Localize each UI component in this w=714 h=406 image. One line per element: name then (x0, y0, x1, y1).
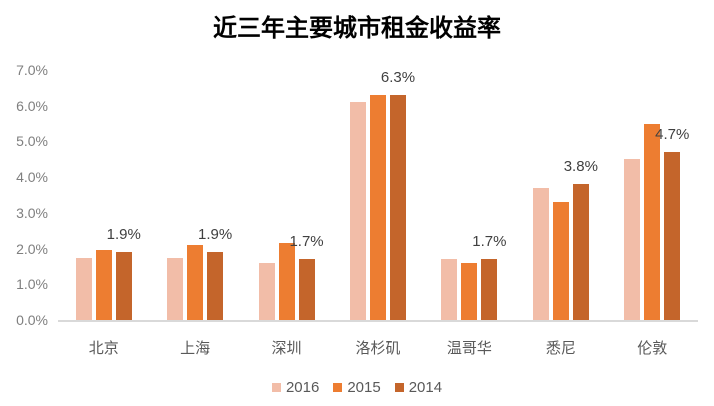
bar-2015-洛杉矶 (369, 95, 386, 320)
y-axis-tick: 6.0% (16, 97, 48, 114)
x-axis-label-伦敦: 伦敦 (637, 340, 668, 357)
bar-group-伦敦: 4.7% (607, 70, 698, 320)
data-label: 4.7% (655, 126, 690, 144)
bar-group-悉尼: 3.8% (515, 70, 606, 320)
bar-2016-温哥华 (441, 259, 458, 320)
data-label: 1.7% (472, 233, 507, 251)
bar-2014-伦敦: 4.7% (655, 126, 689, 320)
x-axis: 北京 上海 深圳 洛杉矶 温哥华 悉尼 伦敦 (58, 337, 698, 358)
y-axis-tick: 7.0% (16, 62, 48, 78)
bar-2014-洛杉矶: 6.3% (381, 69, 415, 320)
legend-swatch-icon (271, 383, 281, 392)
bar-2014-上海: 1.9% (198, 226, 232, 320)
legend-item-2015: 2015 (333, 379, 381, 396)
bar-group-深圳: 1.7% (241, 70, 332, 320)
bar-2015-深圳 (278, 243, 295, 320)
x-axis-label-洛杉矶: 洛杉矶 (355, 340, 401, 357)
y-axis-tick: 2.0% (16, 240, 48, 257)
legend-swatch-icon (333, 383, 343, 392)
legend-swatch-icon (394, 383, 404, 392)
bar-group-洛杉矶: 6.3% (332, 69, 423, 320)
bar-2014-北京: 1.9% (107, 226, 141, 320)
bar-2016-上海 (167, 257, 184, 320)
y-axis: 7.0% 6.0% 5.0% 4.0% 3.0% 2.0% 1.0% 0.0% (0, 62, 50, 328)
legend-label: 2014 (408, 379, 443, 396)
x-axis-label-温哥华: 温哥华 (446, 340, 492, 357)
data-label: 6.3% (380, 69, 416, 86)
bar-2015-北京 (95, 250, 112, 320)
bar-2016-伦敦 (624, 159, 641, 320)
bar-2014-悉尼: 3.8% (564, 158, 598, 320)
bar-group-上海: 1.9% (149, 70, 240, 320)
bar-2015-伦敦 (644, 123, 661, 320)
x-axis-label-上海: 上海 (180, 340, 211, 357)
bar-2016-北京 (75, 257, 92, 320)
bar-2016-悉尼 (532, 187, 549, 320)
x-axis-label-悉尼: 悉尼 (545, 340, 576, 357)
bar-2014-深圳: 1.7% (289, 233, 324, 320)
bar-group-北京: 1.9% (58, 70, 149, 320)
y-axis-tick: 0.0% (16, 312, 48, 328)
y-axis-tick: 4.0% (16, 169, 48, 186)
bar-2015-悉尼 (552, 202, 569, 320)
y-axis-tick: 3.0% (16, 204, 48, 221)
x-axis-label-深圳: 深圳 (271, 340, 302, 357)
y-axis-tick: 5.0% (16, 133, 48, 150)
data-label: 1.9% (106, 226, 141, 244)
bar-2016-洛杉矶 (349, 102, 366, 320)
data-label: 1.9% (198, 226, 233, 244)
bar-group-温哥华: 1.7% (424, 70, 515, 320)
x-axis-label-北京: 北京 (88, 340, 119, 357)
legend-label: 2016 (285, 379, 320, 396)
chart-title: 近三年主要城市租金收益率 (213, 15, 501, 42)
legend: 2016 2015 2014 (0, 379, 714, 396)
legend-label: 2015 (347, 379, 381, 396)
plot-area: 1.9% 1.9% 1.7% 6.3% 1.7% 3.8% 4.7% (58, 69, 698, 322)
data-label: 3.8% (563, 158, 598, 176)
y-axis-tick: 1.0% (16, 276, 48, 293)
bar-2014-温哥华: 1.7% (472, 233, 506, 320)
bar-2015-上海 (187, 245, 204, 320)
bar-2015-温哥华 (461, 262, 478, 320)
legend-item-2016: 2016 (271, 379, 320, 396)
data-label: 1.7% (289, 233, 324, 251)
bar-2016-深圳 (258, 262, 275, 320)
legend-item-2014: 2014 (394, 379, 443, 396)
